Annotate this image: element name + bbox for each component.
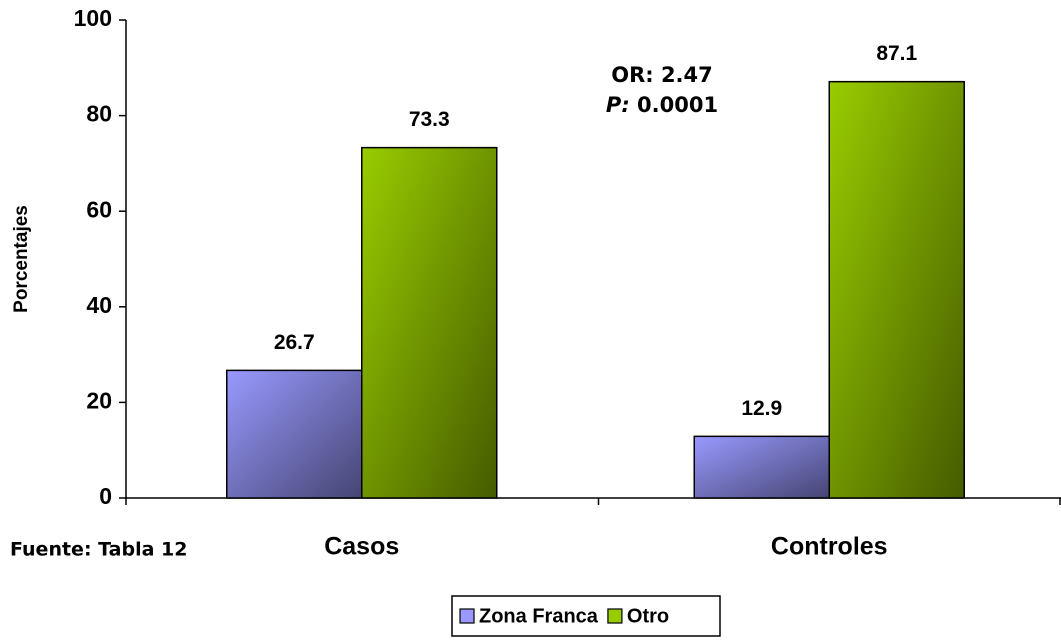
- value-label: 87.1: [876, 42, 917, 65]
- source-note: Fuente: Tabla 12: [10, 539, 187, 561]
- legend-swatch: [459, 608, 475, 624]
- y-tick-label: 60: [86, 196, 112, 222]
- y-tick-label: 80: [86, 101, 112, 127]
- bar: [693, 435, 830, 499]
- value-label: 12.9: [741, 397, 782, 420]
- value-label: 26.7: [274, 331, 315, 354]
- bar: [828, 80, 965, 499]
- legend-box: [451, 595, 721, 637]
- y-tick-label: 0: [99, 483, 112, 509]
- legend-label: Zona Franca: [479, 605, 599, 627]
- bar: [226, 369, 363, 499]
- bar: [361, 146, 498, 499]
- x-tick-label: Controles: [771, 533, 888, 561]
- y-axis-label: Porcentajes: [11, 205, 32, 313]
- y-tick-label: 100: [74, 5, 112, 31]
- annotation: P: 0.0001: [606, 93, 718, 117]
- y-tick-label: 40: [86, 292, 112, 318]
- annotation: 0.0001: [637, 93, 718, 117]
- x-tick-label: Casos: [324, 533, 399, 561]
- legend-label: Otro: [627, 605, 669, 627]
- y-tick-label: 20: [86, 387, 112, 413]
- legend-swatch: [607, 608, 623, 624]
- annotation: OR: 2.47: [611, 63, 713, 87]
- value-label: 73.3: [409, 108, 450, 131]
- annotation: P:: [606, 93, 630, 117]
